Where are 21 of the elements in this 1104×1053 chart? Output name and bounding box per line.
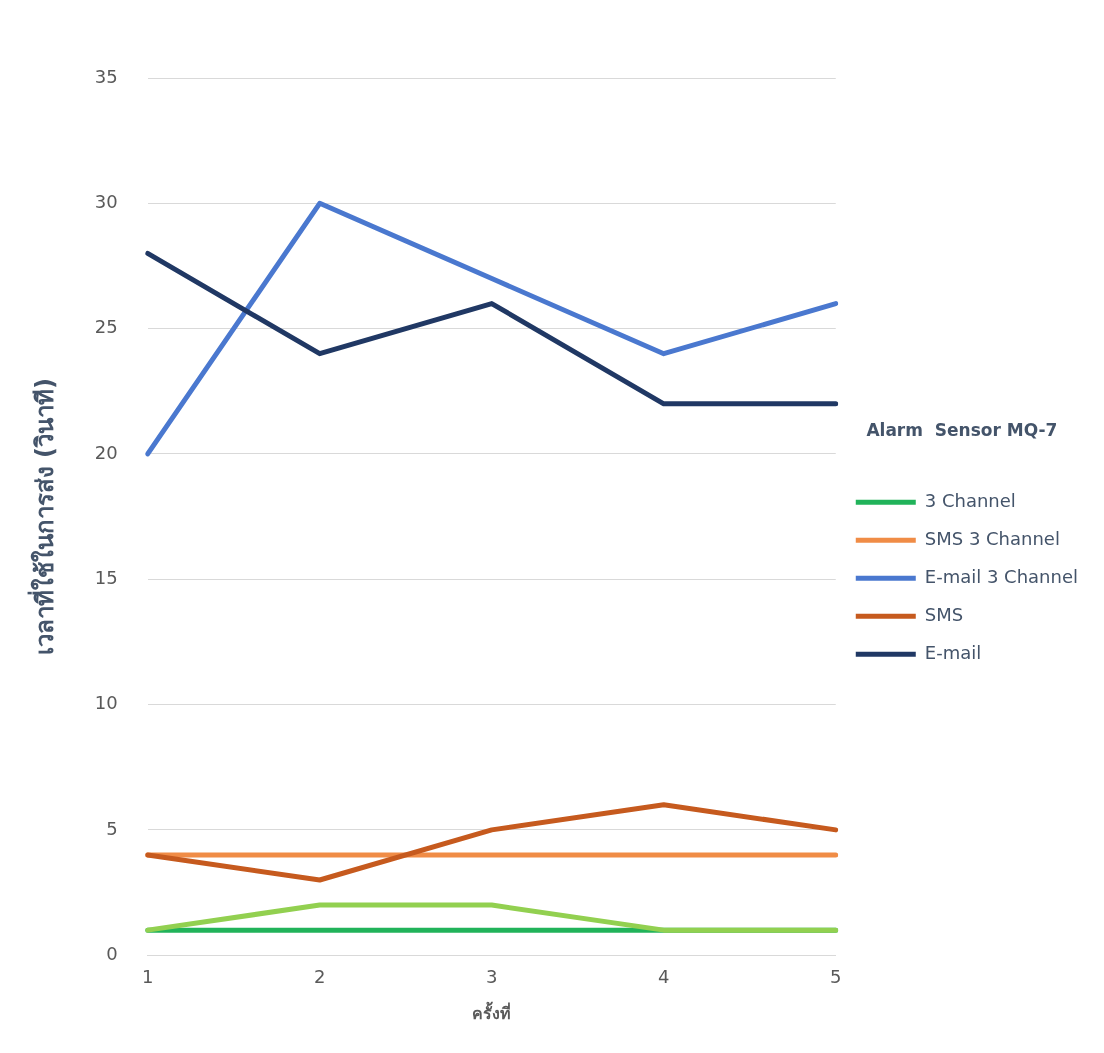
x-tick-label: 4 [658, 965, 670, 987]
y-tick-label: 20 [94, 441, 118, 463]
legend-label: E-mail 3 Channel [924, 565, 1079, 587]
legend-label: 3 Channel [924, 489, 1016, 511]
y-tick-label: 10 [94, 692, 118, 714]
x-tick-label: 2 [313, 965, 326, 987]
y-axis-title: เวลาที่ใช้ในการส่ง (วินาที) [26, 377, 59, 656]
legend-label: E-mail [924, 641, 982, 663]
y-tick-label: 15 [94, 566, 118, 588]
y-tick-label: 30 [94, 190, 118, 212]
x-axis-title: ครั้งที่ [472, 1000, 512, 1023]
x-tick-label: 1 [141, 965, 154, 987]
x-tick-label: 5 [830, 965, 842, 987]
y-tick-label: 25 [94, 316, 118, 338]
legend-label: SMS 3 Channel [924, 527, 1060, 549]
y-tick-label: 0 [106, 942, 118, 964]
y-tick-label: 5 [106, 817, 118, 839]
y-tick-label: 35 [94, 65, 118, 87]
x-tick-label: 3 [486, 965, 498, 987]
legend-title: Alarm Sensor MQ-7 [866, 419, 1058, 440]
legend-label: SMS [924, 603, 964, 625]
